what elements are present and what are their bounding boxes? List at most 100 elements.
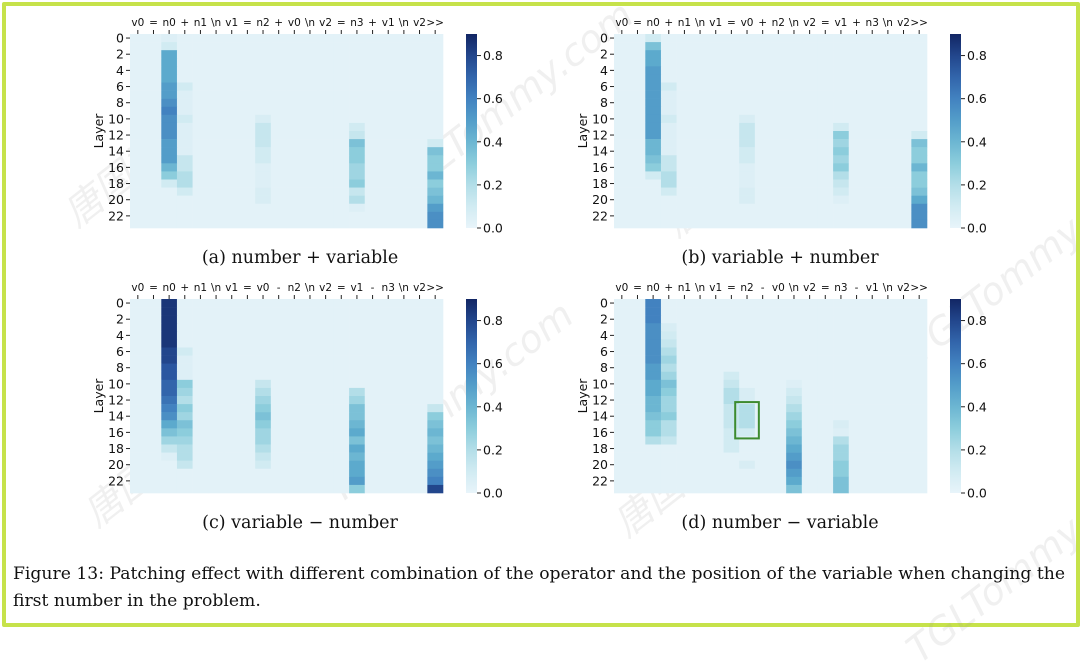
- heatmap-cell: [349, 444, 366, 453]
- heatmap-cell: [270, 444, 287, 453]
- heatmap-cell: [192, 90, 209, 99]
- y-tick-label: 4: [116, 63, 124, 78]
- heatmap-cell: [317, 307, 334, 316]
- heatmap-cell: [629, 66, 646, 75]
- heatmap-cell: [161, 396, 178, 405]
- heatmap-cell: [223, 98, 240, 108]
- heatmap-cell: [255, 122, 272, 132]
- token-label: =: [821, 17, 830, 29]
- heatmap-cell: [239, 179, 256, 188]
- y-tick-label: 12: [592, 128, 608, 143]
- heatmap-cell: [302, 74, 319, 83]
- token-label: v0: [615, 17, 628, 29]
- heatmap-cell: [645, 155, 662, 164]
- heatmap-cell: [645, 114, 662, 124]
- heatmap-cell: [239, 428, 256, 437]
- heatmap-cell: [723, 187, 740, 196]
- heatmap-cell: [208, 66, 225, 75]
- heatmap-cell: [302, 379, 319, 389]
- heatmap-cell: [833, 460, 850, 470]
- heatmap-cell: [223, 114, 240, 124]
- heatmap-cell: [130, 155, 146, 164]
- heatmap-cell: [754, 379, 771, 389]
- heatmap-cell: [770, 420, 787, 429]
- heatmap-cell: [349, 387, 366, 397]
- heatmap-cell: [864, 315, 881, 324]
- heatmap-cell: [864, 436, 881, 445]
- heatmap-cell: [145, 371, 162, 381]
- heatmap-cell: [864, 122, 881, 132]
- heatmap-cell: [880, 114, 896, 124]
- heatmap-cell: [895, 187, 912, 196]
- heatmap-cell: [707, 436, 724, 445]
- token-label: \n: [789, 17, 799, 29]
- y-tick-label: 16: [592, 425, 608, 440]
- heatmap-cell: [317, 476, 334, 486]
- heatmap-cell: [349, 371, 366, 381]
- heatmap-cell: [911, 379, 928, 389]
- heatmap-cell: [302, 203, 319, 213]
- heatmap-cell: [302, 219, 319, 229]
- heatmap-cell: [880, 195, 896, 205]
- heatmap-cell: [801, 187, 818, 196]
- heatmap-cell: [145, 396, 162, 405]
- heatmap-cell: [786, 420, 803, 429]
- heatmap-cell: [239, 307, 256, 316]
- heatmap-cell: [848, 371, 865, 381]
- heatmap-cell: [770, 171, 787, 180]
- heatmap-cell: [255, 195, 272, 205]
- heatmap-cell: [333, 34, 350, 43]
- heatmap-cell: [786, 98, 803, 108]
- token-label: n2: [288, 282, 301, 294]
- heatmap-cell: [161, 98, 178, 108]
- heatmap-cell: [223, 339, 240, 348]
- heatmap-cell: [396, 347, 412, 356]
- heatmap-cell: [833, 82, 850, 91]
- heatmap-cell: [145, 171, 162, 180]
- heatmap-cell: [801, 476, 818, 486]
- heatmap-cell: [161, 179, 178, 188]
- heatmap-cell: [801, 371, 818, 381]
- heatmap-cell: [286, 139, 303, 148]
- colorbar-tick-label: 0.2: [967, 442, 987, 457]
- heatmap-cell: [286, 396, 303, 405]
- heatmap-cell: [739, 171, 756, 180]
- heatmap-cell: [176, 476, 193, 486]
- heatmap-cell: [786, 379, 803, 389]
- heatmap-cell: [880, 139, 896, 148]
- heatmap-cell: [911, 163, 928, 172]
- heatmap-cell: [692, 163, 709, 172]
- heatmap-cell: [396, 50, 412, 59]
- heatmap-cell: [895, 412, 912, 421]
- heatmap-cell: [848, 420, 865, 429]
- heatmap-cell: [629, 331, 646, 340]
- heatmap-cell: [145, 339, 162, 348]
- heatmap-cell: [396, 195, 412, 205]
- heatmap-cell: [707, 211, 724, 221]
- heatmap-cell: [317, 452, 334, 461]
- heatmap-cell: [223, 315, 240, 324]
- heatmap-cell: [317, 428, 334, 437]
- heatmap-cell: [176, 106, 193, 116]
- heatmap-cell: [645, 420, 662, 429]
- heatmap-cell: [692, 460, 709, 470]
- heatmap-cell: [349, 195, 366, 205]
- heatmap-cell: [364, 363, 381, 373]
- heatmap-cell: [270, 484, 287, 494]
- heatmap-cell: [208, 315, 225, 324]
- heatmap-cell: [801, 355, 818, 364]
- heatmap-cell: [349, 42, 366, 51]
- heatmap-cell: [880, 122, 896, 132]
- heatmap-cell: [176, 155, 193, 164]
- heatmap-cell: [192, 412, 209, 421]
- heatmap-cell: [833, 420, 850, 429]
- heatmap-cell: [786, 106, 803, 116]
- heatmap-cell: [801, 171, 818, 180]
- heatmap-cell: [770, 34, 787, 43]
- heatmap-cell: [145, 363, 162, 373]
- heatmap-cell: [286, 42, 303, 51]
- heatmap-cell: [317, 114, 334, 124]
- heatmap-cell: [130, 484, 146, 494]
- heatmap-cell: [411, 82, 428, 91]
- heatmap-cell: [692, 219, 709, 229]
